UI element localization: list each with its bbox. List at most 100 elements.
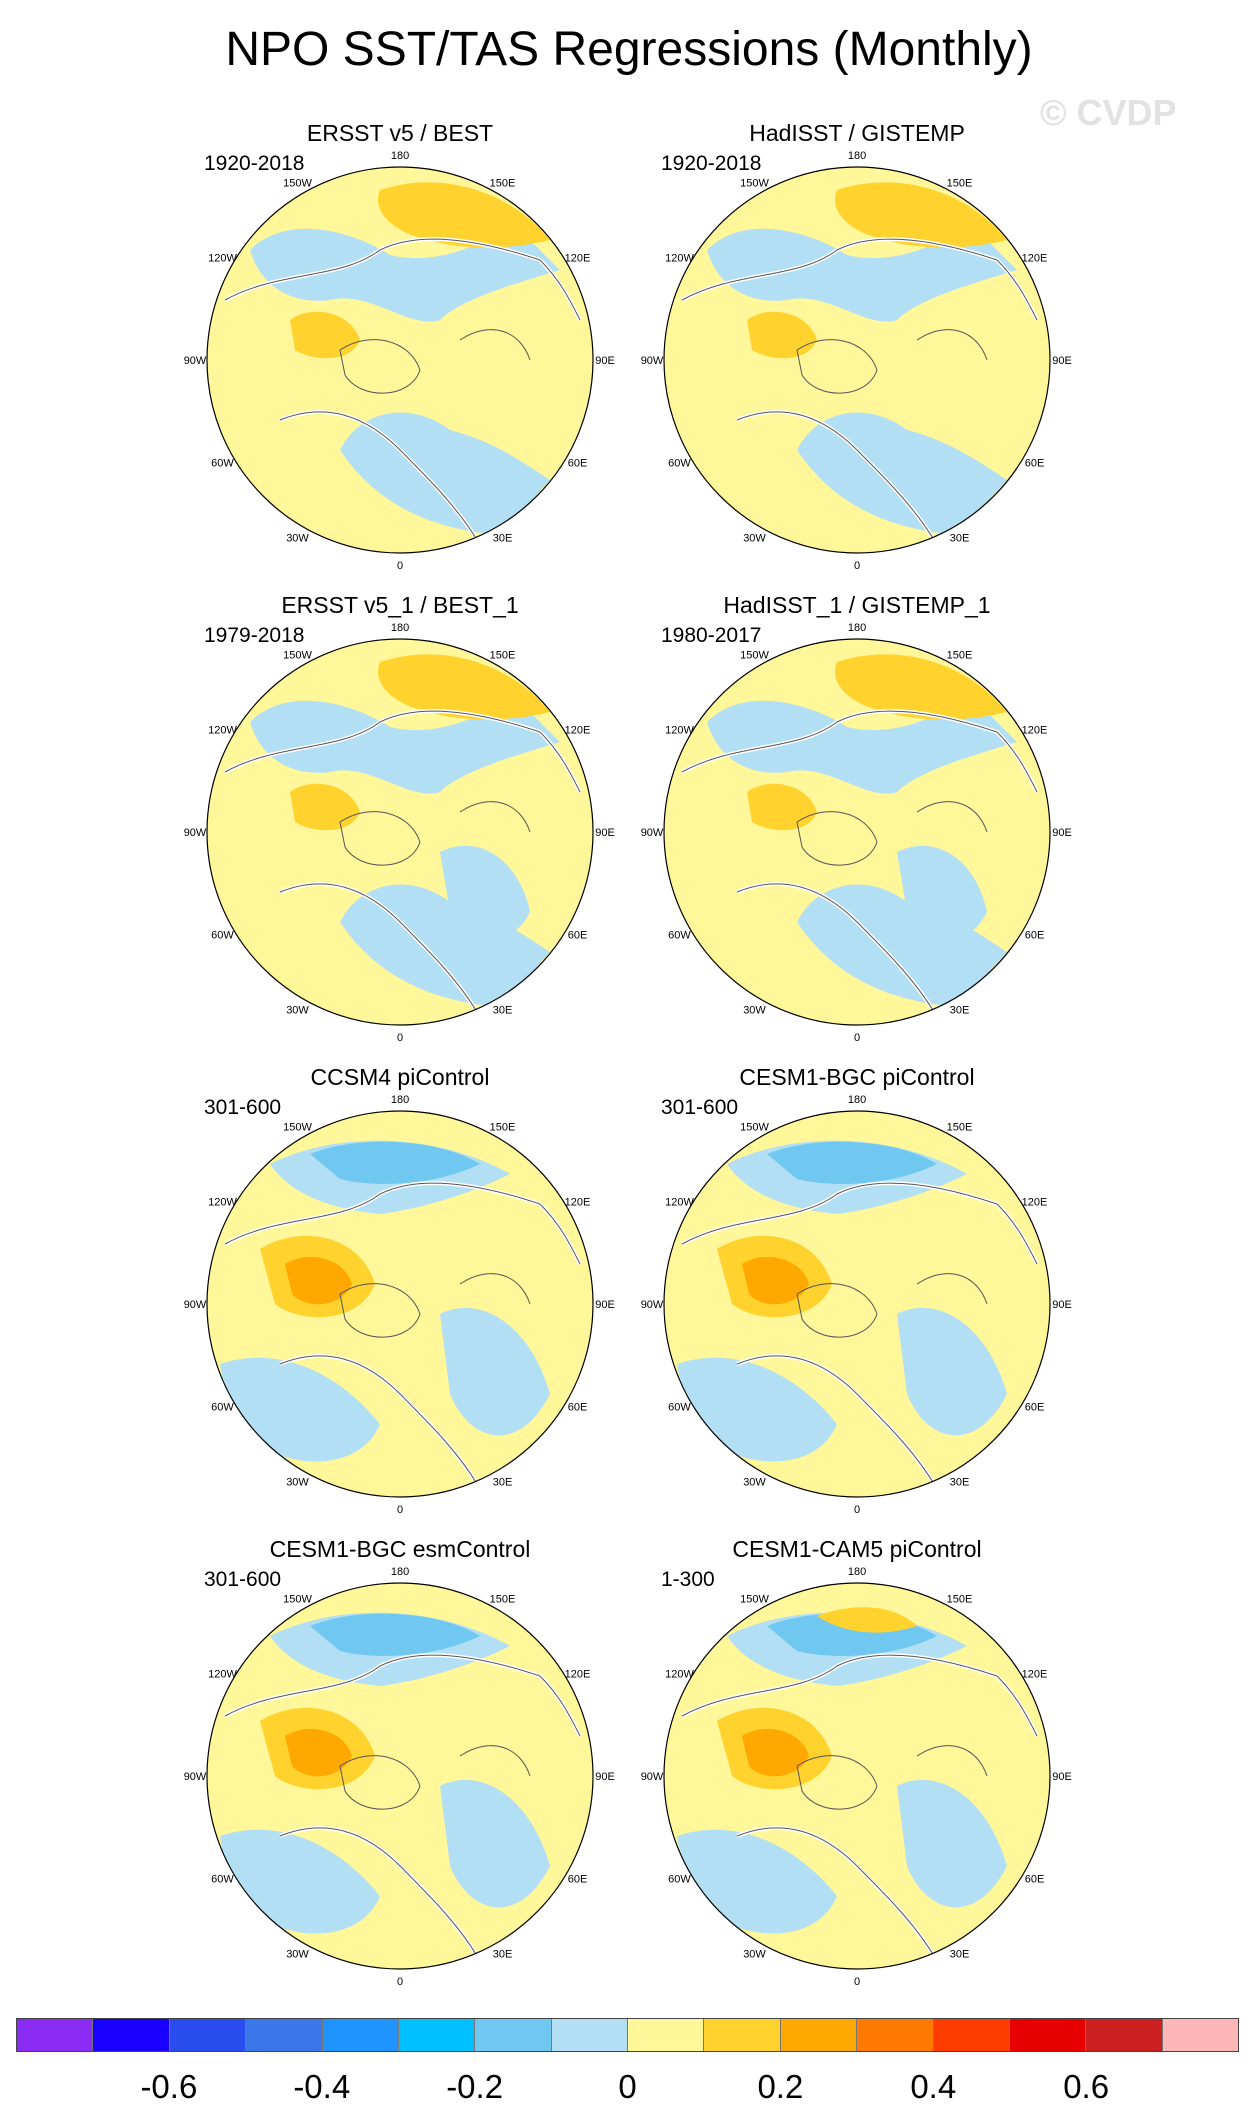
longitude-label: 120W: [665, 1197, 694, 1209]
map-border: [663, 166, 1051, 554]
coastline: [681, 1654, 1038, 1737]
panel-period: 301-600: [661, 1096, 739, 1119]
longitude-label: 120E: [1022, 1197, 1048, 1209]
longitude-label: 120E: [1022, 1669, 1048, 1681]
longitude-label: 30W: [743, 533, 766, 545]
anomaly-positive-north: [835, 182, 1007, 248]
panel-title: ERSST v5_1 / BEST_1: [281, 592, 519, 618]
anomaly-negative-core: [767, 1141, 937, 1184]
longitude-label: 0: [397, 1504, 403, 1516]
colorbar-swatch: [704, 2019, 781, 2051]
anomaly-positive-core: [742, 1728, 809, 1777]
coastline: [916, 1745, 988, 1777]
longitude-label: 180: [391, 622, 409, 634]
longitude-label: 90E: [1052, 1771, 1072, 1783]
panel-title: CESM1-BGC esmControl: [269, 1536, 531, 1562]
longitude-label: 150E: [490, 649, 516, 661]
polar-map: 180 150E 120E 90E 60E 30E 0 30W 60W 90W 120W 150W: [184, 1094, 615, 1516]
longitude-label: 30W: [286, 1949, 309, 1961]
colorbar-swatch: [857, 2019, 934, 2051]
anomaly-negative-east: [897, 1307, 1007, 1436]
coastline: [796, 339, 878, 394]
map-field: [207, 639, 593, 1025]
coastline: [339, 339, 421, 394]
colorbar-swatch: [551, 2019, 628, 2051]
map-field: [664, 639, 1050, 1025]
polar-map: 180 150E 120E 90E 60E 30E 0 30W 60W 90W 120W 150W: [184, 1566, 615, 1988]
longitude-label: 30E: [493, 533, 513, 545]
longitude-label: 60W: [211, 930, 234, 942]
colorbar-swatch: [322, 2019, 399, 2051]
anomaly-positive-canada: [747, 311, 817, 359]
longitude-label: 120E: [1022, 253, 1048, 265]
longitude-label: 150W: [283, 649, 312, 661]
coastline: [224, 238, 581, 321]
colorbar-swatch: [933, 2019, 1010, 2051]
map-border: [206, 638, 594, 1026]
anomaly-positive-canada: [747, 783, 817, 831]
coastline: [224, 1654, 581, 1737]
longitude-label: 0: [854, 1032, 860, 1044]
colorbar-label: 0.6: [1063, 2068, 1110, 2105]
anomaly-positive-core: [285, 1256, 352, 1305]
panel-period: 1920-2018: [204, 152, 305, 175]
map-border: [206, 166, 594, 554]
polar-map: 180 150E 120E 90E 60E 30E 0 30W 60W 90W 120W 150W: [641, 622, 1072, 1044]
colorbar-swatch: [1086, 2019, 1163, 2051]
colorbar-label: 0: [618, 2068, 637, 2105]
coastline: [681, 238, 1038, 321]
longitude-label: 120W: [665, 725, 694, 737]
longitude-label: 60W: [668, 930, 691, 942]
longitude-label: 60E: [1025, 458, 1045, 470]
longitude-label: 30E: [493, 1005, 513, 1017]
longitude-label: 180: [391, 150, 409, 162]
longitude-label: 60W: [211, 458, 234, 470]
coastline: [279, 883, 481, 1018]
longitude-label: 0: [854, 560, 860, 572]
longitude-label: 150W: [283, 1593, 312, 1605]
longitude-label: 150E: [947, 1121, 973, 1133]
longitude-label: 30W: [286, 1477, 309, 1489]
panel-title: CESM1-CAM5 piControl: [732, 1536, 982, 1562]
polar-map: 180 150E 120E 90E 60E 30E 0 30W 60W 90W 120W 150W: [184, 150, 615, 572]
colorbar-label: -0.6: [140, 2068, 198, 2105]
anomaly-negative-core: [310, 1141, 480, 1184]
coastline: [279, 1827, 481, 1962]
longitude-label: 90E: [595, 355, 615, 367]
coastline: [736, 1355, 938, 1490]
colorbar-swatch: [169, 2019, 247, 2051]
map-border: [663, 1582, 1051, 1970]
longitude-label: 90E: [595, 827, 615, 839]
longitude-label: 90E: [595, 1299, 615, 1311]
longitude-label: 90W: [184, 1771, 207, 1783]
longitude-label: 30W: [743, 1949, 766, 1961]
colorbar-label: 0.4: [910, 2068, 957, 2105]
coastline: [459, 1273, 531, 1305]
coastline: [339, 1755, 421, 1810]
colorbar-label: -0.2: [446, 2068, 504, 2105]
longitude-label: 0: [397, 560, 403, 572]
anomaly-negative-southwest: [220, 1357, 380, 1462]
longitude-label: 180: [848, 150, 866, 162]
longitude-label: 180: [848, 1566, 866, 1578]
anomaly-positive-north: [378, 182, 550, 248]
anomaly-negative-east: [440, 1779, 550, 1908]
panel-title: CESM1-BGC piControl: [739, 1064, 975, 1090]
colorbar: [16, 2018, 1239, 2052]
colorbar-swatch: [475, 2019, 552, 2051]
anomaly-positive-core: [285, 1728, 352, 1777]
anomaly-negative-southwest: [677, 1357, 837, 1462]
longitude-label: 120E: [565, 1669, 591, 1681]
longitude-label: 180: [391, 1094, 409, 1106]
coastline: [681, 1182, 1038, 1265]
longitude-label: 30W: [743, 1005, 766, 1017]
longitude-label: 90W: [641, 827, 664, 839]
colorbar-swatch: [1162, 2019, 1238, 2051]
longitude-label: 150W: [740, 1121, 769, 1133]
map-field: [207, 167, 593, 553]
anomaly-positive-north: [835, 654, 1007, 720]
longitude-label: 150E: [490, 177, 516, 189]
colorbar-swatch: [780, 2019, 858, 2051]
longitude-label: 120E: [565, 725, 591, 737]
coastline: [916, 329, 988, 361]
